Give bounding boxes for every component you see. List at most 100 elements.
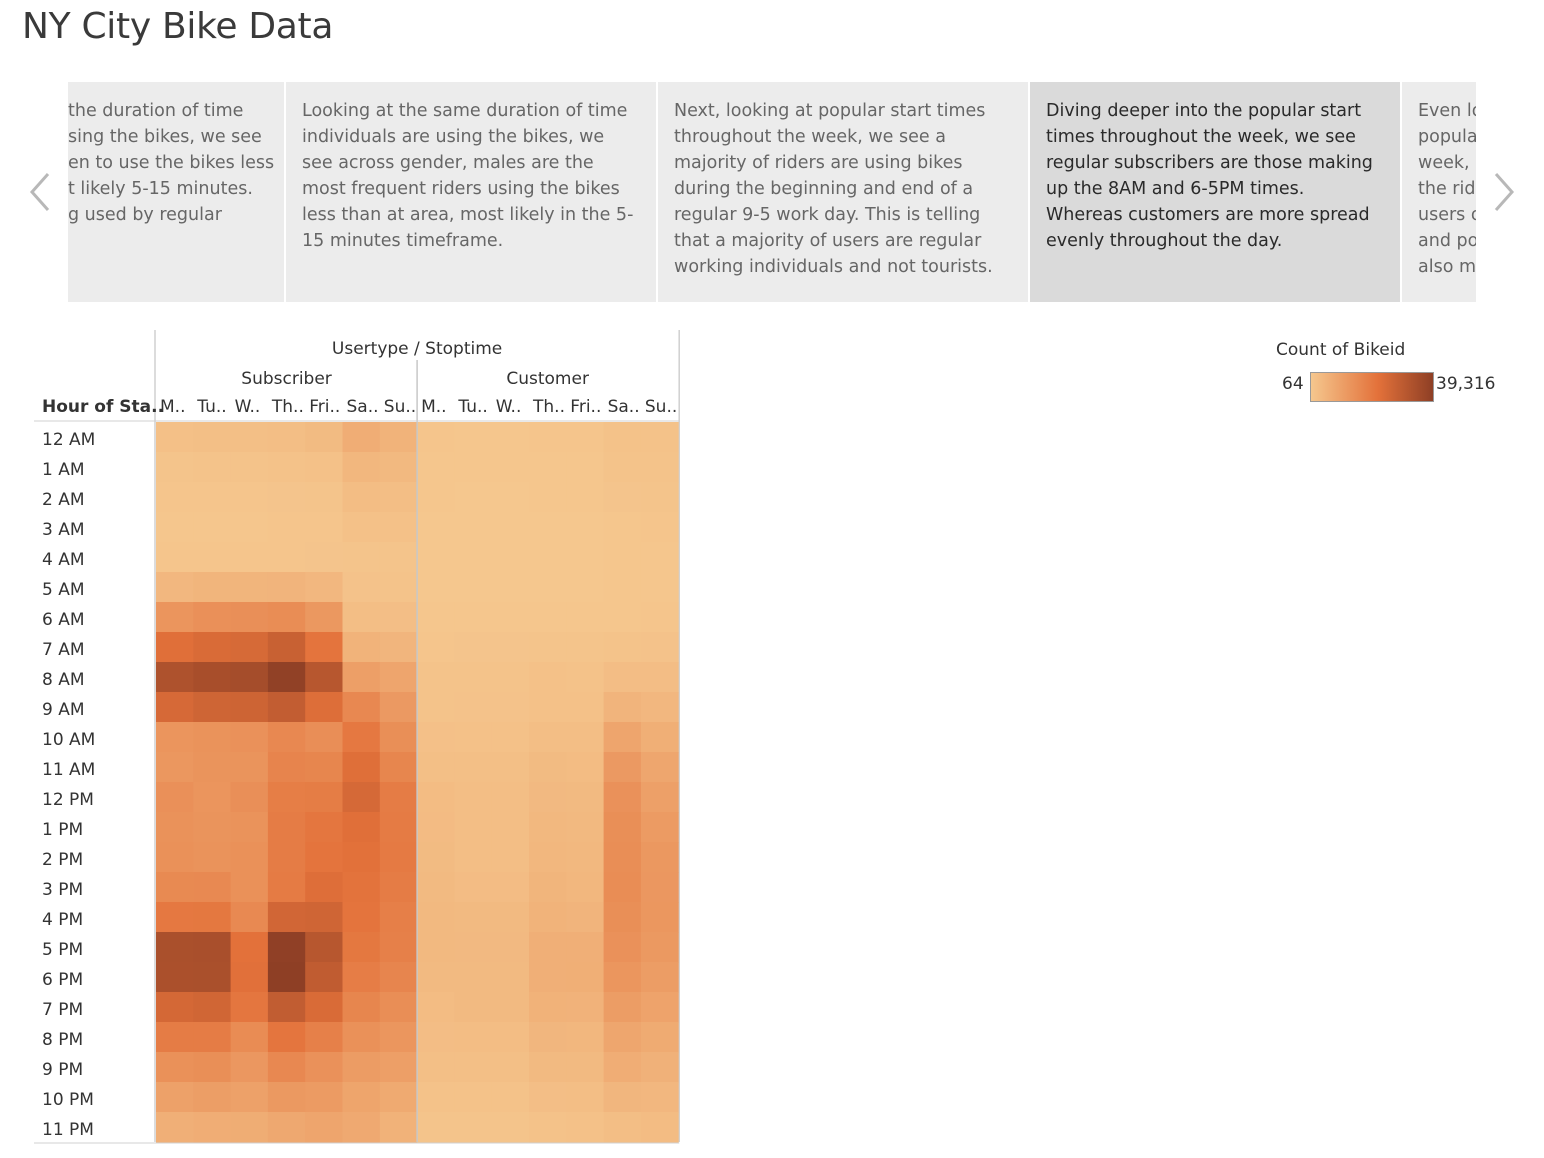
heatmap-cell[interactable]: 1 PM · Subscriber M.. : 13400 — [156, 812, 194, 843]
heatmap-cell[interactable]: 10 AM · Subscriber M.. : 12600 — [156, 722, 194, 753]
heatmap-cell[interactable]: 12 AM · Subscriber W.. : 2000 — [230, 422, 269, 453]
heatmap-cell[interactable]: 4 PM · Customer Tu.. : 3300 — [454, 902, 493, 933]
heatmap-cell[interactable]: 11 AM · Subscriber Sa.. : 22500 — [342, 752, 381, 783]
heatmap-cell[interactable]: 10 AM · Customer W.. : 1600 — [491, 722, 530, 753]
heatmap-cell[interactable]: 11 PM · Subscriber Su.. : 5400 — [379, 1112, 418, 1143]
heatmap-cell[interactable]: 7 PM · Subscriber Su.. : 14400 — [379, 992, 418, 1023]
heatmap-cell[interactable]: 5 PM · Subscriber Th.. : 38800 — [267, 932, 306, 963]
heatmap-cell[interactable]: 7 PM · Subscriber Fri.. : 23800 — [305, 992, 343, 1023]
heatmap-cell[interactable]: 9 PM · Subscriber Fri.. : 13500 — [305, 1052, 343, 1083]
heatmap-cell[interactable]: 12 AM · Customer Tu.. : 400 — [454, 422, 493, 453]
heatmap-cell[interactable]: 2 AM · Customer W.. : 150 — [491, 482, 530, 513]
heatmap-cell[interactable]: 1 AM · Subscriber Tu.. : 1100 — [193, 452, 232, 483]
heatmap-cell[interactable]: 9 AM · Customer Tu.. : 1200 — [454, 692, 493, 723]
heatmap-cell[interactable]: 8 AM · Customer Tu.. : 1100 — [454, 662, 493, 693]
heatmap-cell[interactable]: 5 AM · Customer Sa.. : 200 — [603, 572, 642, 603]
heatmap-cell[interactable]: 12 AM · Subscriber Sa.. : 6500 — [342, 422, 381, 453]
heatmap-cell[interactable]: 9 PM · Subscriber Sa.. : 10800 — [342, 1052, 381, 1083]
heatmap-cell[interactable]: 10 AM · Subscriber Fri.. : 14300 — [305, 722, 343, 753]
heatmap-cell[interactable]: 6 AM · Subscriber Tu.. : 13800 — [193, 602, 232, 633]
heatmap-cell[interactable]: 8 AM · Subscriber M.. : 32600 — [156, 662, 194, 693]
heatmap-cell[interactable]: 5 PM · Subscriber Sa.. : 20000 — [342, 932, 381, 963]
heatmap-cell[interactable]: 6 AM · Subscriber M.. : 12600 — [156, 602, 194, 633]
heatmap-cell[interactable]: 4 AM · Customer W.. : 64 — [491, 542, 530, 573]
heatmap-cell[interactable]: 3 AM · Customer Su.. : 500 — [640, 512, 679, 543]
heatmap-cell[interactable]: 2 PM · Subscriber Th.. : 18800 — [267, 842, 306, 873]
heatmap-cell[interactable]: 6 PM · Customer W.. : 3400 — [491, 962, 530, 993]
heatmap-cell[interactable]: 6 PM · Customer Fri.. : 6200 — [566, 962, 605, 993]
heatmap-cell[interactable]: 8 PM · Subscriber Th.. : 20600 — [267, 1022, 306, 1053]
heatmap-cell[interactable]: 8 AM · Subscriber Sa.. : 10200 — [342, 662, 381, 693]
heatmap-cell[interactable]: 12 AM · Customer Sa.. : 1300 — [603, 422, 642, 453]
heatmap-cell[interactable]: 9 AM · Subscriber Tu.. : 26000 — [193, 692, 232, 723]
heatmap-cell[interactable]: 12 PM · Customer Fri.. : 3300 — [566, 782, 605, 813]
heatmap-cell[interactable]: 11 PM · Subscriber Fri.. : 8600 — [305, 1112, 343, 1143]
heatmap-cell[interactable]: 12 AM · Subscriber M.. : 1800 — [156, 422, 194, 453]
heatmap-cell[interactable]: 4 AM · Subscriber M.. : 600 — [156, 542, 194, 573]
heatmap-cell[interactable]: 11 PM · Subscriber Sa.. : 7600 — [342, 1112, 381, 1143]
heatmap-cell[interactable]: 2 AM · Subscriber Sa.. : 2600 — [342, 482, 381, 513]
heatmap-cell[interactable]: 4 PM · Subscriber M.. : 19800 — [156, 902, 194, 933]
heatmap-cell[interactable]: 5 PM · Subscriber Fri.. : 30800 — [305, 932, 343, 963]
heatmap-cell[interactable]: 7 AM · Customer Su.. : 1200 — [640, 632, 679, 663]
heatmap-cell[interactable]: 5 AM · Subscriber Tu.. : 4600 — [193, 572, 232, 603]
heatmap-cell[interactable]: 1 AM · Customer W.. : 250 — [491, 452, 530, 483]
heatmap-cell[interactable]: 7 PM · Customer W.. : 3300 — [491, 992, 530, 1023]
heatmap-cell[interactable]: 2 AM · Customer Th.. : 200 — [529, 482, 567, 513]
heatmap-cell[interactable]: 6 AM · Subscriber Sa.. : 2400 — [342, 602, 381, 633]
heatmap-cell[interactable]: 10 PM · Customer W.. : 1400 — [491, 1082, 530, 1113]
heatmap-cell[interactable]: 10 PM · Subscriber Fri.. : 11000 — [305, 1082, 343, 1113]
heatmap-cell[interactable]: 6 PM · Customer Su.. : 10600 — [640, 962, 679, 993]
heatmap-cell[interactable]: 5 PM · Customer Th.. : 6100 — [529, 932, 567, 963]
heatmap-cell[interactable]: 12 PM · Subscriber M.. : 13800 — [156, 782, 194, 813]
heatmap-cell[interactable]: 1 PM · Subscriber W.. : 13200 — [230, 812, 269, 843]
heatmap-cell[interactable]: 12 AM · Customer M.. : 500 — [417, 422, 455, 453]
heatmap-cell[interactable]: 8 AM · Subscriber Tu.. : 34000 — [193, 662, 232, 693]
heatmap-cell[interactable]: 10 AM · Subscriber Th.. : 15800 — [267, 722, 306, 753]
heatmap-cell[interactable]: 10 AM · Subscriber Tu.. : 13200 — [193, 722, 232, 753]
heatmap-cell[interactable]: 10 AM · Customer M.. : 1700 — [417, 722, 455, 753]
heatmap-cell[interactable]: 12 PM · Subscriber W.. : 14000 — [230, 782, 269, 813]
heatmap-cell[interactable]: 8 AM · Subscriber Su.. : 8600 — [379, 662, 418, 693]
heatmap-cell[interactable]: 11 AM · Subscriber Fri.. : 16400 — [305, 752, 343, 783]
heatmap-cell[interactable]: 6 AM · Customer Fri.. : 300 — [566, 602, 605, 633]
heatmap-cell[interactable]: 9 AM · Customer W.. : 1200 — [491, 692, 530, 723]
heatmap-cell[interactable]: 11 PM · Customer Su.. : 2800 — [640, 1112, 679, 1143]
heatmap-cell[interactable]: 10 AM · Subscriber W.. : 13500 — [230, 722, 269, 753]
heatmap-cell[interactable]: 1 AM · Customer M.. : 300 — [417, 452, 455, 483]
heatmap-cell[interactable]: 10 PM · Subscriber Sa.. : 8700 — [342, 1082, 381, 1113]
heatmap-cell[interactable]: 10 PM · Customer Su.. : 4000 — [640, 1082, 679, 1113]
heatmap-cell[interactable]: 7 PM · Subscriber W.. : 20400 — [230, 992, 269, 1023]
heatmap-cell[interactable]: 3 PM · Customer M.. : 3300 — [417, 872, 455, 903]
heatmap-cell[interactable]: 3 PM · Customer Su.. : 12000 — [640, 872, 679, 903]
heatmap-cell[interactable]: 4 PM · Subscriber Su.. : 18100 — [379, 902, 418, 933]
heatmap-cell[interactable]: 12 AM · Subscriber Tu.. : 2000 — [193, 422, 232, 453]
heatmap-cell[interactable]: 7 PM · Subscriber Th.. : 28800 — [267, 992, 306, 1023]
heatmap-cell[interactable]: 1 AM · Customer Sa.. : 1000 — [603, 452, 642, 483]
heatmap-cell[interactable]: 11 PM · Customer Fri.. : 1600 — [566, 1112, 605, 1143]
heatmap-cell[interactable]: 7 AM · Customer Tu.. : 700 — [454, 632, 493, 663]
heatmap-cell[interactable]: 10 PM · Customer M.. : 1300 — [417, 1082, 455, 1113]
heatmap-cell[interactable]: 6 AM · Customer Th.. : 400 — [529, 602, 567, 633]
heatmap-cell[interactable]: 6 PM · Customer M.. : 3300 — [417, 962, 455, 993]
heatmap-cell[interactable]: 11 PM · Customer W.. : 900 — [491, 1112, 530, 1143]
heatmap-cell[interactable]: 3 PM · Customer Tu.. : 2700 — [454, 872, 493, 903]
heatmap-cell[interactable]: 3 PM · Customer Th.. : 4600 — [529, 872, 567, 903]
heatmap-cell[interactable]: 7 AM · Customer W.. : 700 — [491, 632, 530, 663]
heatmap-cell[interactable]: 9 PM · Customer Tu.. : 2000 — [454, 1052, 493, 1083]
heatmap-cell[interactable]: 9 AM · Customer Fri.. : 1600 — [566, 692, 605, 723]
next-story-point-button[interactable] — [1488, 166, 1518, 216]
heatmap-cell[interactable]: 2 PM · Customer Sa.. : 14400 — [603, 842, 642, 873]
heatmap-cell[interactable]: 7 AM · Subscriber W.. : 24300 — [230, 632, 269, 663]
heatmap-cell[interactable]: 8 AM · Subscriber Fri.. : 30800 — [305, 662, 343, 693]
story-point-4[interactable]: Diving deeper into the popular start tim… — [1030, 82, 1400, 302]
heatmap-cell[interactable]: 3 AM · Subscriber Tu.. : 400 — [193, 512, 232, 543]
heatmap-cell[interactable]: 7 PM · Customer Su.. : 9000 — [640, 992, 679, 1023]
heatmap-cell[interactable]: 11 AM · Customer Th.. : 3100 — [529, 752, 567, 783]
heatmap-cell[interactable]: 10 PM · Customer Fri.. : 2300 — [566, 1082, 605, 1113]
heatmap-cell[interactable]: 10 AM · Customer Tu.. : 1600 — [454, 722, 493, 753]
heatmap-cell[interactable]: 2 AM · Customer Fri.. : 200 — [566, 482, 605, 513]
heatmap-cell[interactable]: 3 AM · Customer Tu.. : 100 — [454, 512, 493, 543]
heatmap-cell[interactable]: 5 AM · Subscriber Th.. : 4800 — [267, 572, 306, 603]
heatmap-cell[interactable]: 1 AM · Customer Su.. : 1100 — [640, 452, 679, 483]
